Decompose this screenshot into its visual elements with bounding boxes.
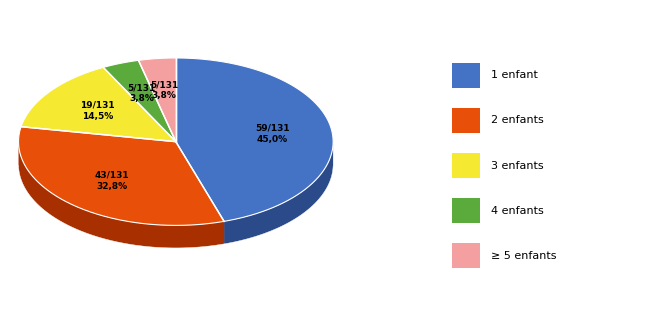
- Text: 43/131
32,8%: 43/131 32,8%: [95, 171, 129, 191]
- Text: 59/131
45,0%: 59/131 45,0%: [255, 124, 290, 144]
- FancyBboxPatch shape: [451, 243, 480, 268]
- Polygon shape: [19, 127, 224, 225]
- Text: 5/131
3,8%: 5/131 3,8%: [150, 80, 178, 100]
- Text: 1 enfant: 1 enfant: [491, 70, 538, 80]
- Text: 4 enfants: 4 enfants: [491, 205, 543, 216]
- Polygon shape: [103, 60, 176, 142]
- Text: 5/131
3,8%: 5/131 3,8%: [128, 83, 155, 103]
- FancyBboxPatch shape: [451, 108, 480, 133]
- FancyBboxPatch shape: [451, 63, 480, 88]
- FancyBboxPatch shape: [451, 198, 480, 223]
- Polygon shape: [176, 142, 224, 244]
- Polygon shape: [19, 143, 224, 248]
- Polygon shape: [224, 144, 333, 244]
- Text: 3 enfants: 3 enfants: [491, 160, 543, 171]
- Text: 19/131
14,5%: 19/131 14,5%: [80, 101, 114, 121]
- Polygon shape: [138, 58, 176, 142]
- FancyBboxPatch shape: [451, 153, 480, 178]
- Polygon shape: [176, 58, 333, 221]
- Polygon shape: [176, 142, 224, 244]
- Polygon shape: [21, 67, 176, 142]
- Text: ≥ 5 enfants: ≥ 5 enfants: [491, 251, 557, 261]
- Text: 2 enfants: 2 enfants: [491, 115, 543, 126]
